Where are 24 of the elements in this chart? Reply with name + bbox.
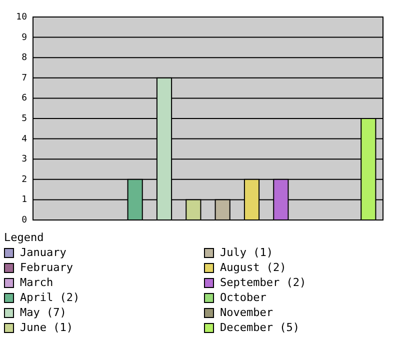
y-tick-label: 0	[22, 215, 27, 226]
legend-label: June (1)	[20, 321, 73, 334]
y-tick-label: 6	[22, 94, 27, 104]
legend-label: September (2)	[220, 276, 306, 290]
y-tick-label: 1	[22, 195, 27, 206]
legend-label: January	[20, 246, 67, 260]
y-tick-label: 8	[22, 53, 27, 64]
legend-label: August (2)	[220, 261, 286, 274]
legend-label: May (7)	[20, 306, 66, 320]
legend-label: October	[220, 291, 267, 304]
y-tick-label: 10	[16, 12, 27, 22]
legend-label: February	[20, 261, 74, 274]
y-tick-label: 4	[22, 134, 27, 144]
legend-label: April (2)	[20, 291, 80, 304]
y-tick-label: 7	[22, 73, 27, 84]
legend-label: November	[220, 306, 274, 320]
y-tick-label: 2	[22, 174, 27, 185]
legend-label: March	[20, 276, 54, 290]
legend-label: July (1)	[220, 246, 273, 260]
y-tick-label: 5	[22, 114, 27, 124]
y-tick-label: 9	[22, 32, 27, 43]
legend-title: Legend	[4, 231, 44, 244]
legend-label: December (5)	[220, 321, 300, 334]
y-tick-label: 3	[22, 154, 27, 165]
